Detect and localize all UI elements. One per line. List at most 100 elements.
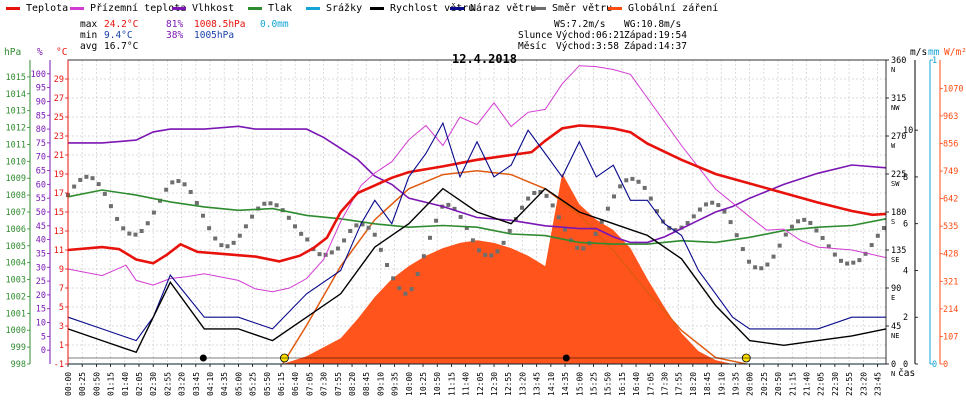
pressure-line [67,189,887,245]
legend-swatch [306,6,320,10]
wind-direction-point [305,237,310,242]
sun-label: Slunce [518,30,553,41]
rain-axis-tick-label: 1 [932,56,937,66]
wind-direction-point [618,184,623,189]
wind-direction-point [483,252,488,257]
stat-avg-temp: 16.7°C [104,41,139,52]
temperature-axis-tick-label: 19 [54,170,64,180]
wind-direction-point [605,206,610,211]
wind-direction-point [832,252,837,257]
x-tick-label: 16:40 [632,372,641,396]
wind-direction-point [292,224,297,229]
pressure-axis-tick-label: 1000 [6,326,26,336]
wind-speed-axis-tick-label: 0 [903,360,908,370]
pressure-axis-tick-label: 999 [11,343,26,353]
x-tick-label: 17:05 [646,372,655,396]
legend-swatch [450,6,464,10]
wind-direction-point [624,178,629,183]
wind-direction-point [102,191,107,196]
stat-min-temp: 9.4°C [104,30,133,41]
x-tick-label: 17:30 [660,372,669,396]
x-tick-label: 13:20 [518,372,527,396]
legend-swatch [172,6,186,10]
temperature-line [67,124,887,265]
direction-tick-label: 225 [891,170,906,180]
wind-direction-point [133,232,138,237]
x-tick-label: 08:20 [348,372,357,396]
wind-direction-point [268,201,273,206]
legend-swatch [370,6,384,10]
x-tick-label: 14:35 [561,372,570,396]
temperature-axis-tick-label: 1 [59,341,64,351]
axes: 00:00 00:25 00:50 01:15 01:40 02:05 02:30 02:55… [6,56,964,396]
direction-tick-label: E [891,294,895,302]
legend-swatch [6,6,20,10]
x-tick-label: 12:55 [504,372,513,396]
radiation-axis-tick-label: 0 [943,360,948,370]
x-tick-label: 22:05 [817,372,826,396]
x-tick-label: 09:35 [391,372,400,396]
humidity-axis-tick-label: 55 [36,194,46,204]
wind-direction-point [464,226,469,231]
x-tick-label: 20:25 [760,372,769,396]
humidity-axis-tick-label: 45 [36,222,46,232]
legend-item: Teplota [6,3,68,14]
wind-direction-point [231,240,236,245]
wind-direction-point [489,253,494,258]
x-tick-label: 20:00 [746,372,755,396]
wind-speed-axis-tick-label: 4 [903,266,908,276]
x-tick-label: 23:20 [859,372,868,396]
x-tick-label: 07:55 [334,372,343,396]
humidity-axis-tick-label: 75 [36,139,46,149]
wind-direction-point [225,244,230,249]
wind-direction-point [881,226,886,231]
wind-direction-point [139,229,144,234]
wind-direction-point [845,261,850,266]
humidity-axis-tick-label: 90 [36,97,46,107]
stat-max-hum: 81% [166,19,184,30]
legend-item: Globální záření [608,3,718,14]
direction-tick-label: NW [891,104,900,112]
wind-direction-point [243,224,248,229]
wind-direction-point [740,247,745,252]
radiation-axis-tick-label: 856 [943,139,958,149]
direction-tick-label: 270 [891,132,906,142]
direction-tick-label: 90 [891,284,901,294]
wind-direction-point [477,248,482,253]
wind-direction-point [814,228,819,233]
wind-direction-point [391,276,396,281]
wind-direction-point [636,179,641,184]
x-tick-label: 07:30 [320,372,329,396]
pressure-axis-tick-label: 998 [11,360,26,370]
wind-direction-point [397,286,402,291]
temperature-axis-tick-label: 15 [54,208,64,218]
x-tick-label: 22:30 [831,372,840,396]
axis-unit-radiation: W/m² [944,47,966,58]
legend-label: Globální záření [628,3,719,14]
x-axis-label: čas [898,368,916,379]
wind-direction-point [470,238,475,243]
wind-direction-point [342,238,347,243]
wind-direction-point [630,176,635,181]
axis-unit-humidity: % [37,47,43,58]
wind-direction-point [335,246,340,251]
radiation-area [282,173,733,364]
wind-direction-point [348,228,353,233]
humidity-axis-tick-label: 85 [36,111,46,121]
humidity-axis-tick-label: 30 [36,263,46,273]
wind-direction-point [667,226,672,231]
wind-direction-point [746,259,751,264]
moon-rise: Východ:3:58 [556,41,619,52]
wind-direction-point [575,245,580,250]
pressure-axis-tick-label: 1002 [6,292,26,302]
x-tick-label: 11:15 [447,372,456,396]
humidity-axis-tick-label: 100 [31,70,46,80]
wind-speed-axis-tick-label: 8 [903,173,908,183]
x-tick-label: 00:00 [64,372,73,396]
wind-direction-point [704,202,709,207]
wind-gust-info: WG:10.8m/s [624,19,682,30]
wind-direction-point [299,231,304,236]
humidity-axis-tick-label: 95 [36,84,46,94]
wind-direction-point [495,249,500,254]
x-tick-label: 06:15 [277,372,286,396]
